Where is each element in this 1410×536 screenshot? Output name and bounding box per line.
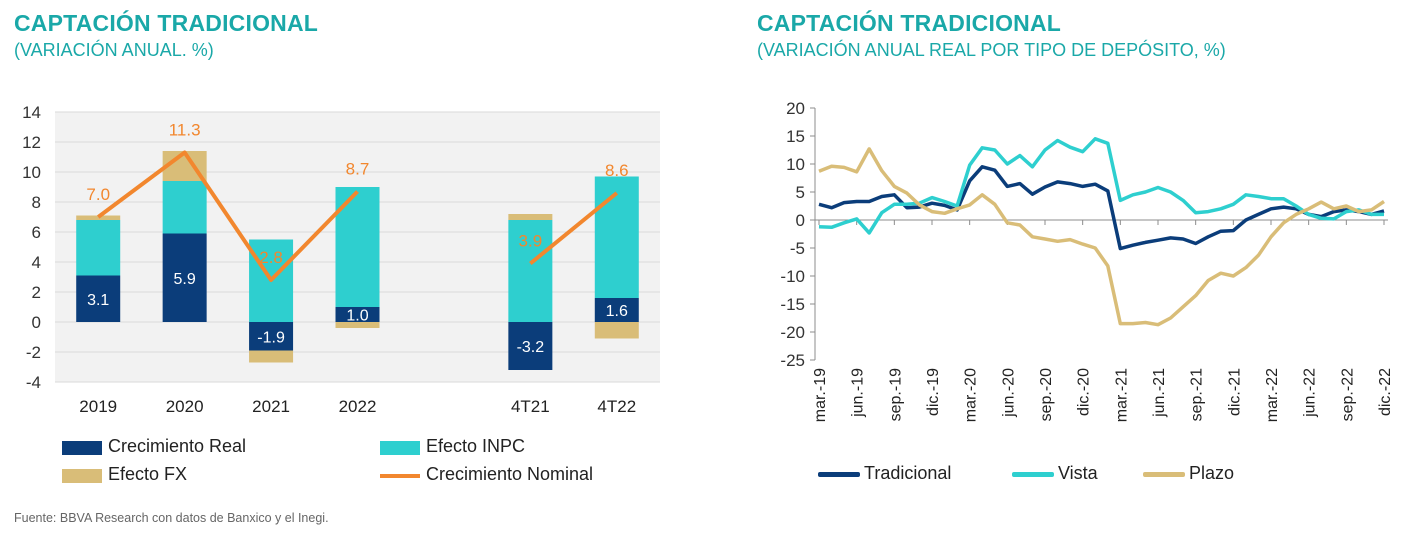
x-tick-label: mar.-20 (963, 368, 980, 422)
x-tick-label: sep.-22 (1339, 368, 1356, 421)
bar-efecto-inpc (594, 176, 639, 298)
bar-efecto-fx (249, 350, 294, 363)
y-tick-label: 10 (786, 155, 805, 174)
left-chart-title: CAPTACIÓN TRADICIONAL (14, 10, 319, 36)
legend-label-plazo: Plazo (1189, 463, 1235, 483)
right-chart-subtitle: (VARIACIÓN ANUAL REAL POR TIPO DE DEPÓSI… (757, 40, 1226, 60)
data-label-nominal: 7.0 (86, 185, 110, 204)
y-tick-label: 14 (22, 103, 41, 122)
stacked-bar-chart: -4 -2 0 2 4 6 8 10 12 14 2019 2020 2021 2022 4T21 4T22 3… (22, 103, 660, 416)
y-tick-label: -20 (780, 323, 805, 342)
bar-crecimiento-real (594, 298, 639, 322)
legend-label-efecto-inpc: Efecto INPC (426, 436, 526, 456)
x-tick-label: dic.-22 (1377, 368, 1394, 416)
legend-label-crecimiento-nominal: Crecimiento Nominal (426, 464, 594, 484)
legend-swatch-vista (1012, 472, 1054, 477)
bar-crecimiento-real (508, 322, 553, 370)
y-tick-label: 0 (796, 211, 805, 230)
y-tick-label: -5 (790, 239, 805, 258)
x-tick-label: jun.-22 (1302, 368, 1319, 418)
data-label-nominal: 3.9 (519, 232, 543, 251)
y-tick-label: -2 (26, 343, 41, 362)
bar-efecto-fx (508, 214, 553, 220)
line-crecimiento-nominal (529, 191, 619, 266)
right-chart-title: CAPTACIÓN TRADICIONAL (757, 10, 1062, 36)
bar-efecto-fx (594, 322, 639, 339)
legend-swatch-tradicional (818, 472, 860, 477)
y-tick-label: -15 (780, 295, 805, 314)
y-tick-label: 4 (32, 253, 41, 272)
data-label-real: 5.9 (174, 271, 196, 288)
x-tick-label: dic.-21 (1226, 368, 1243, 416)
legend-swatch-crecimiento-real (62, 441, 102, 455)
x-tick-label: 2020 (166, 397, 204, 416)
y-tick-label: 15 (786, 127, 805, 146)
bar-efecto-inpc (508, 220, 553, 322)
data-label-nominal: 8.7 (346, 160, 370, 179)
bar-efecto-inpc (76, 220, 121, 276)
x-tick-label: 2021 (252, 397, 290, 416)
legend-label-efecto-fx: Efecto FX (108, 464, 188, 484)
data-label-real: -3.2 (517, 339, 545, 356)
legend-label-crecimiento-real: Crecimiento Real (108, 436, 247, 456)
legend-swatch-crecimiento-nominal (380, 474, 420, 478)
y-tick-label: 10 (22, 163, 41, 182)
line-plazo (818, 147, 1385, 327)
legend-label-vista: Vista (1058, 463, 1098, 483)
bar-efecto-inpc (162, 181, 207, 234)
data-label-nominal: 2.8 (259, 248, 283, 267)
legend-swatch-efecto-fx (62, 469, 102, 483)
data-label-real: 1.0 (346, 308, 368, 325)
y-tick-label: -25 (780, 351, 805, 370)
bar-crecimiento-real (76, 275, 121, 322)
x-tick-label: jun.-19 (850, 368, 867, 418)
bar-efecto-fx (76, 215, 121, 220)
x-tick-label: mar.-19 (812, 368, 829, 422)
source-note: Fuente: BBVA Research con datos de Banxi… (14, 511, 329, 525)
line-vista (818, 137, 1384, 235)
bar-crecimiento-real (335, 307, 380, 322)
y-tick-label: 12 (22, 133, 41, 152)
y-tick-label: 6 (32, 223, 41, 242)
x-tick-label: jun.-20 (1000, 368, 1017, 418)
x-tick-label: dic.-19 (925, 368, 942, 416)
data-label-real: 3.1 (87, 292, 109, 309)
bar-crecimiento-real (249, 322, 294, 351)
y-tick-label: 2 (32, 283, 41, 302)
x-tick-label: 2019 (79, 397, 117, 416)
legend-swatch-plazo (1143, 472, 1185, 477)
data-label-nominal: 11.3 (169, 121, 201, 140)
x-tick-label: dic.-20 (1076, 368, 1093, 416)
line-chart: -25 -20 -15 -10 -5 0 5 10 15 20 mar.-19 jun.-19 sep.… (780, 99, 1394, 422)
line-crecimiento-nominal (97, 150, 359, 282)
x-tick-label: sep.-21 (1189, 368, 1206, 421)
data-label-nominal: 8.6 (605, 161, 629, 180)
y-tick-label: -10 (780, 267, 805, 286)
data-label-real: -1.9 (257, 329, 285, 346)
x-tick-label: mar.-21 (1113, 368, 1130, 422)
x-tick-label: sep.-20 (1038, 368, 1055, 421)
x-tick-label: 4T21 (511, 397, 550, 416)
left-chart-subtitle: (VARIACIÓN ANUAL. %) (14, 40, 214, 60)
x-tick-label: sep.-19 (887, 368, 904, 421)
legend-label-tradicional: Tradicional (864, 463, 952, 483)
line-tradicional (818, 165, 1385, 251)
y-tick-label: 8 (32, 193, 41, 212)
y-tick-label: 5 (796, 183, 805, 202)
legend-swatch-efecto-inpc (380, 441, 420, 455)
bar-efecto-fx (335, 322, 380, 328)
y-tick-label: 0 (32, 313, 41, 332)
y-tick-label: -4 (26, 373, 41, 392)
data-label-real: 1.6 (606, 303, 628, 320)
x-tick-label: 2022 (339, 397, 377, 416)
x-tick-label: 4T22 (597, 397, 636, 416)
x-tick-label: mar.-22 (1264, 368, 1281, 422)
y-tick-label: 20 (786, 99, 805, 118)
x-tick-label: jun.-21 (1151, 368, 1168, 418)
bar-crecimiento-real (162, 233, 207, 322)
